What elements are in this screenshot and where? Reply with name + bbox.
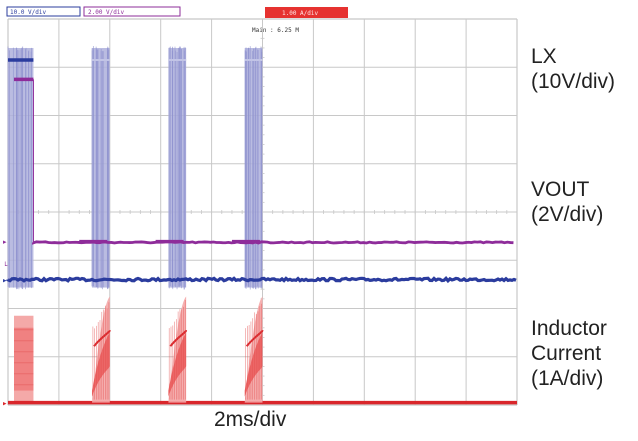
vout-label-name: VOUT	[531, 178, 590, 201]
ch3-scale-bar	[265, 7, 348, 18]
ch2-scale-text: 2.00 V/div	[88, 9, 125, 16]
ch1-scale-box	[6, 6, 81, 17]
timebase-label: 2ms/div	[214, 408, 287, 431]
vout-trigger-marker: └	[3, 261, 8, 270]
il-label-scale: (1A/div)	[531, 367, 604, 390]
vout-steady-level	[32, 240, 514, 245]
lx-label-name: LX	[531, 45, 557, 68]
ch1-scale-text: 10.0 V/div	[10, 9, 47, 16]
ch3-scale-text: 1.00 A/div	[282, 10, 319, 17]
lx-ground-marker: ▸	[3, 277, 7, 285]
lx-trace	[6, 46, 517, 290]
vout-ground-marker: ▸	[3, 238, 7, 246]
main-timebase-text: Main : 6.25 M	[252, 27, 299, 34]
scope-header	[5, 4, 517, 19]
il-ground-marker: ▸	[3, 400, 7, 408]
lx-baseline	[6, 275, 517, 284]
inductor-current-channel-label: Inductor Current (1A/div)	[531, 316, 607, 391]
vout-channel-label: VOUT (2V/div)	[531, 177, 603, 227]
il-burst-peak-line	[93, 329, 111, 347]
il-initial-core	[14, 327, 34, 391]
il-trace	[8, 296, 517, 405]
vout-label-scale: (2V/div)	[531, 203, 604, 226]
vout-trace	[14, 77, 514, 245]
il-label-line2: Current	[531, 342, 602, 365]
il-label-line1: Inductor	[531, 317, 607, 340]
lx-label-scale: (10V/div)	[531, 70, 616, 93]
lx-channel-label: LX (10V/div)	[531, 44, 615, 94]
il-burst-peak-line	[245, 329, 264, 347]
ch2-scale-box	[83, 6, 181, 17]
il-burst-peak-line	[169, 329, 188, 347]
